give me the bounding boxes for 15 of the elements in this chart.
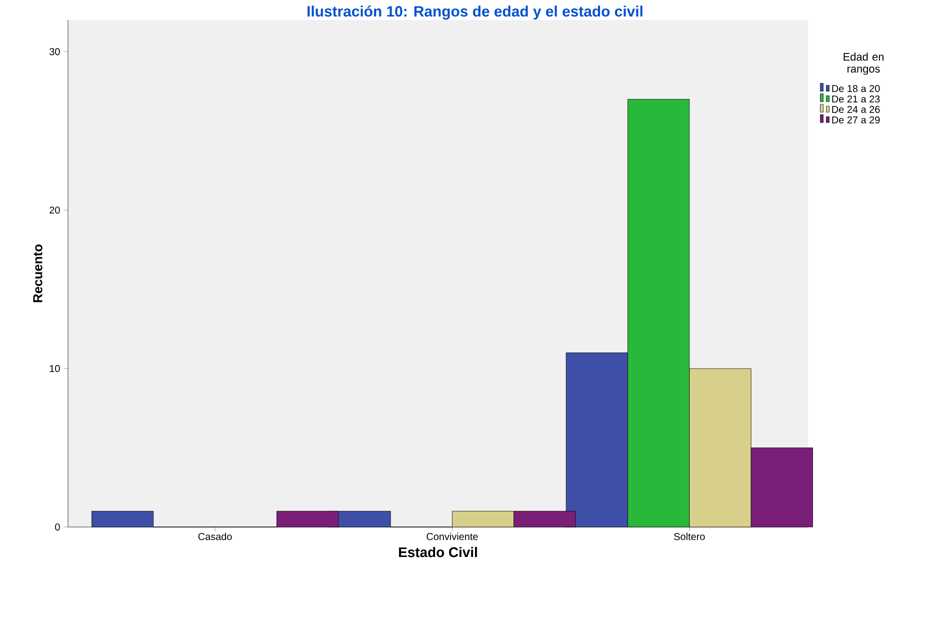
y-tick-label: 30 bbox=[50, 48, 60, 56]
y-tick-label: 20 bbox=[50, 206, 60, 214]
y-tick-label: 10 bbox=[50, 365, 60, 372]
y-tick-label: 0 bbox=[55, 523, 60, 531]
legend-label: De 24 a 26 bbox=[832, 106, 880, 113]
y-axis-title: Recuento bbox=[33, 244, 42, 302]
x-tick-label: Soltero bbox=[674, 532, 705, 540]
legend-title: Edad en rangos bbox=[844, 52, 884, 75]
legend-label: De 18 a 20 bbox=[832, 85, 880, 92]
x-axis-title: Estado Civil bbox=[399, 546, 477, 558]
x-tick-label: Conviviente bbox=[426, 532, 478, 540]
legend-label: De 21 a 23 bbox=[832, 95, 880, 103]
chart-title: Ilustración 10: Rangos de edad y el estado civil bbox=[308, 6, 642, 20]
x-tick-label: Casado bbox=[198, 532, 232, 540]
legend-label: De 27 a 29 bbox=[832, 116, 880, 124]
